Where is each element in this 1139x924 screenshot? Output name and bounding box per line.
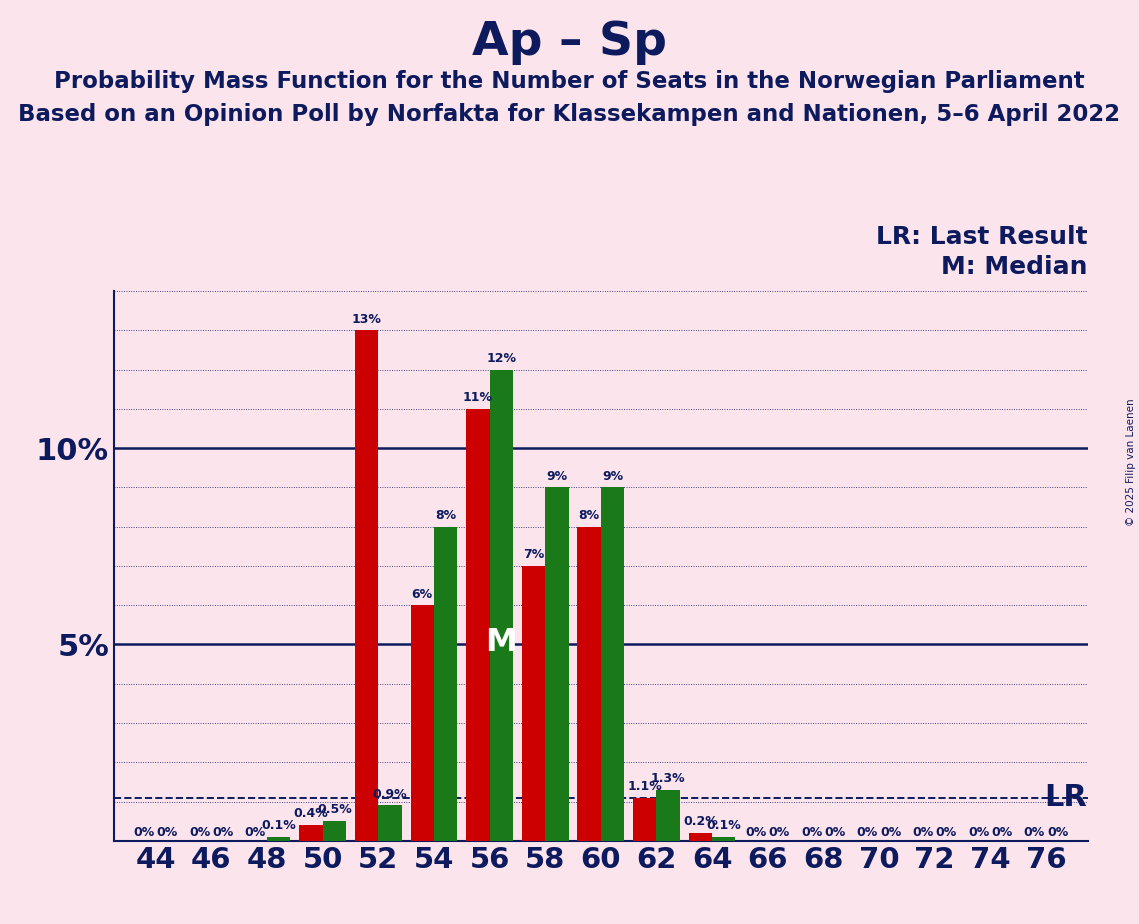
Text: Probability Mass Function for the Number of Seats in the Norwegian Parliament: Probability Mass Function for the Number… — [55, 70, 1084, 93]
Text: 0%: 0% — [1024, 826, 1044, 839]
Bar — [712, 837, 736, 841]
Text: 0%: 0% — [212, 826, 233, 839]
Text: © 2025 Filip van Laenen: © 2025 Filip van Laenen — [1125, 398, 1136, 526]
Text: M: Median: M: Median — [941, 255, 1088, 279]
Text: 0%: 0% — [769, 826, 790, 839]
Text: 0.5%: 0.5% — [317, 804, 352, 817]
Bar — [490, 370, 513, 841]
Bar — [689, 833, 712, 841]
Text: Ap – Sp: Ap – Sp — [472, 20, 667, 66]
Text: 0%: 0% — [912, 826, 934, 839]
Text: 0%: 0% — [133, 826, 155, 839]
Text: LR: LR — [1044, 784, 1088, 812]
Text: 12%: 12% — [486, 352, 516, 365]
Text: 0%: 0% — [991, 826, 1013, 839]
Text: 13%: 13% — [352, 312, 382, 325]
Text: 0.2%: 0.2% — [683, 815, 718, 828]
Bar — [300, 825, 322, 841]
Text: 0%: 0% — [936, 826, 957, 839]
Bar — [434, 527, 457, 841]
Text: 1.1%: 1.1% — [628, 780, 662, 793]
Text: 0%: 0% — [801, 826, 822, 839]
Text: 0%: 0% — [245, 826, 265, 839]
Text: 0.1%: 0.1% — [706, 820, 741, 833]
Text: 0.4%: 0.4% — [294, 808, 328, 821]
Text: 9%: 9% — [547, 469, 567, 482]
Bar — [466, 408, 490, 841]
Bar — [656, 790, 680, 841]
Text: 0%: 0% — [857, 826, 878, 839]
Bar — [267, 837, 290, 841]
Text: 8%: 8% — [435, 509, 456, 522]
Text: Based on an Opinion Poll by Norfakta for Klassekampen and Nationen, 5–6 April 20: Based on an Opinion Poll by Norfakta for… — [18, 103, 1121, 127]
Text: 0%: 0% — [1047, 826, 1068, 839]
Text: 0%: 0% — [968, 826, 990, 839]
Text: 0%: 0% — [189, 826, 211, 839]
Bar — [410, 605, 434, 841]
Bar — [522, 565, 546, 841]
Text: 0%: 0% — [745, 826, 767, 839]
Text: M: M — [485, 627, 517, 659]
Text: 1.3%: 1.3% — [650, 772, 686, 785]
Text: 9%: 9% — [601, 469, 623, 482]
Text: 0.1%: 0.1% — [261, 820, 296, 833]
Bar — [378, 806, 402, 841]
Bar — [355, 331, 378, 841]
Text: 7%: 7% — [523, 548, 544, 561]
Text: 11%: 11% — [462, 391, 493, 404]
Bar — [322, 821, 346, 841]
Text: 0%: 0% — [825, 826, 846, 839]
Text: 6%: 6% — [411, 588, 433, 601]
Text: 8%: 8% — [579, 509, 600, 522]
Bar — [577, 527, 601, 841]
Text: 0%: 0% — [157, 826, 178, 839]
Text: 0.9%: 0.9% — [372, 788, 408, 801]
Bar — [601, 488, 624, 841]
Text: LR: Last Result: LR: Last Result — [876, 225, 1088, 249]
Bar — [546, 488, 568, 841]
Bar — [633, 797, 656, 841]
Text: 0%: 0% — [880, 826, 901, 839]
